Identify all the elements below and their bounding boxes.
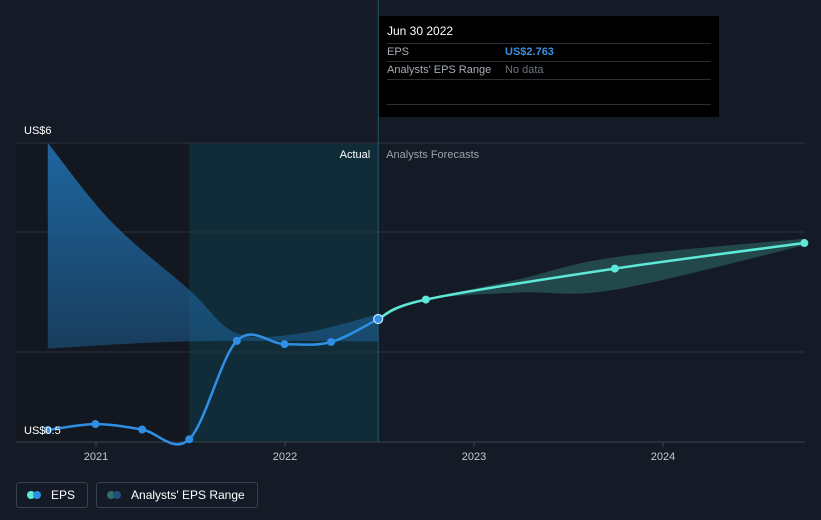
tooltip-row-range: Analysts' EPS Range No data	[387, 61, 711, 80]
y-axis-min-label: US$0.5	[24, 425, 61, 437]
x-tick-label: 2022	[273, 451, 297, 463]
hover-tooltip: Jun 30 2022 EPS US$2.763 Analysts' EPS R…	[379, 16, 719, 117]
legend-item-range[interactable]: Analysts' EPS Range	[96, 482, 258, 508]
eps-forecast-line	[377, 241, 805, 321]
eps-actual-point	[43, 426, 52, 435]
tooltip-eps-label: EPS	[387, 46, 410, 58]
x-tick-label: 2023	[462, 451, 486, 463]
tooltip-range-value: No data	[505, 64, 544, 76]
chart-grid	[16, 0, 805, 443]
chart-legend: EPS Analysts' EPS Range	[16, 482, 258, 508]
tooltip-spacer	[387, 80, 711, 105]
tooltip-range-label: Analysts' EPS Range	[387, 64, 492, 76]
actual-region-label: Actual	[340, 149, 371, 161]
eps-actual-point	[280, 340, 289, 349]
eps-actual-point	[185, 435, 194, 444]
tooltip-eps-value: US$2.763	[505, 46, 554, 58]
forecast-range-area	[378, 238, 805, 319]
past-year-band	[189, 143, 379, 442]
legend-item-eps[interactable]: EPS	[16, 482, 89, 508]
eps-actual-point	[91, 420, 100, 429]
eps-forecast-point	[421, 295, 430, 304]
eps-actual-line	[47, 317, 379, 446]
x-tick-label: 2024	[651, 451, 675, 463]
eps-actual-point	[373, 313, 384, 325]
x-tick-label: 2021	[84, 451, 108, 463]
eps-dot-icon	[27, 491, 43, 499]
range-areas	[47, 143, 805, 349]
eps-points	[43, 239, 809, 444]
chart-labels: US$6 US$0.5 Actual Analysts Forecasts 2021 20…	[24, 125, 675, 463]
eps-actual-point	[327, 337, 336, 346]
eps-actual-point	[138, 425, 147, 434]
eps-actual-point	[232, 336, 241, 345]
eps-forecast-point	[800, 239, 809, 248]
tooltip-row-eps: EPS US$2.763	[387, 43, 711, 61]
historical-range-area	[47, 143, 379, 349]
forecast-region-label: Analysts Forecasts	[386, 149, 479, 161]
tooltip-date: Jun 30 2022	[387, 24, 454, 38]
legend-eps-label: EPS	[51, 488, 76, 502]
eps-lines	[47, 241, 805, 446]
range-dot-icon	[107, 491, 123, 499]
eps-forecast-point	[610, 264, 619, 273]
y-axis-max-label: US$6	[24, 125, 52, 137]
legend-range-label: Analysts' EPS Range	[131, 488, 245, 502]
